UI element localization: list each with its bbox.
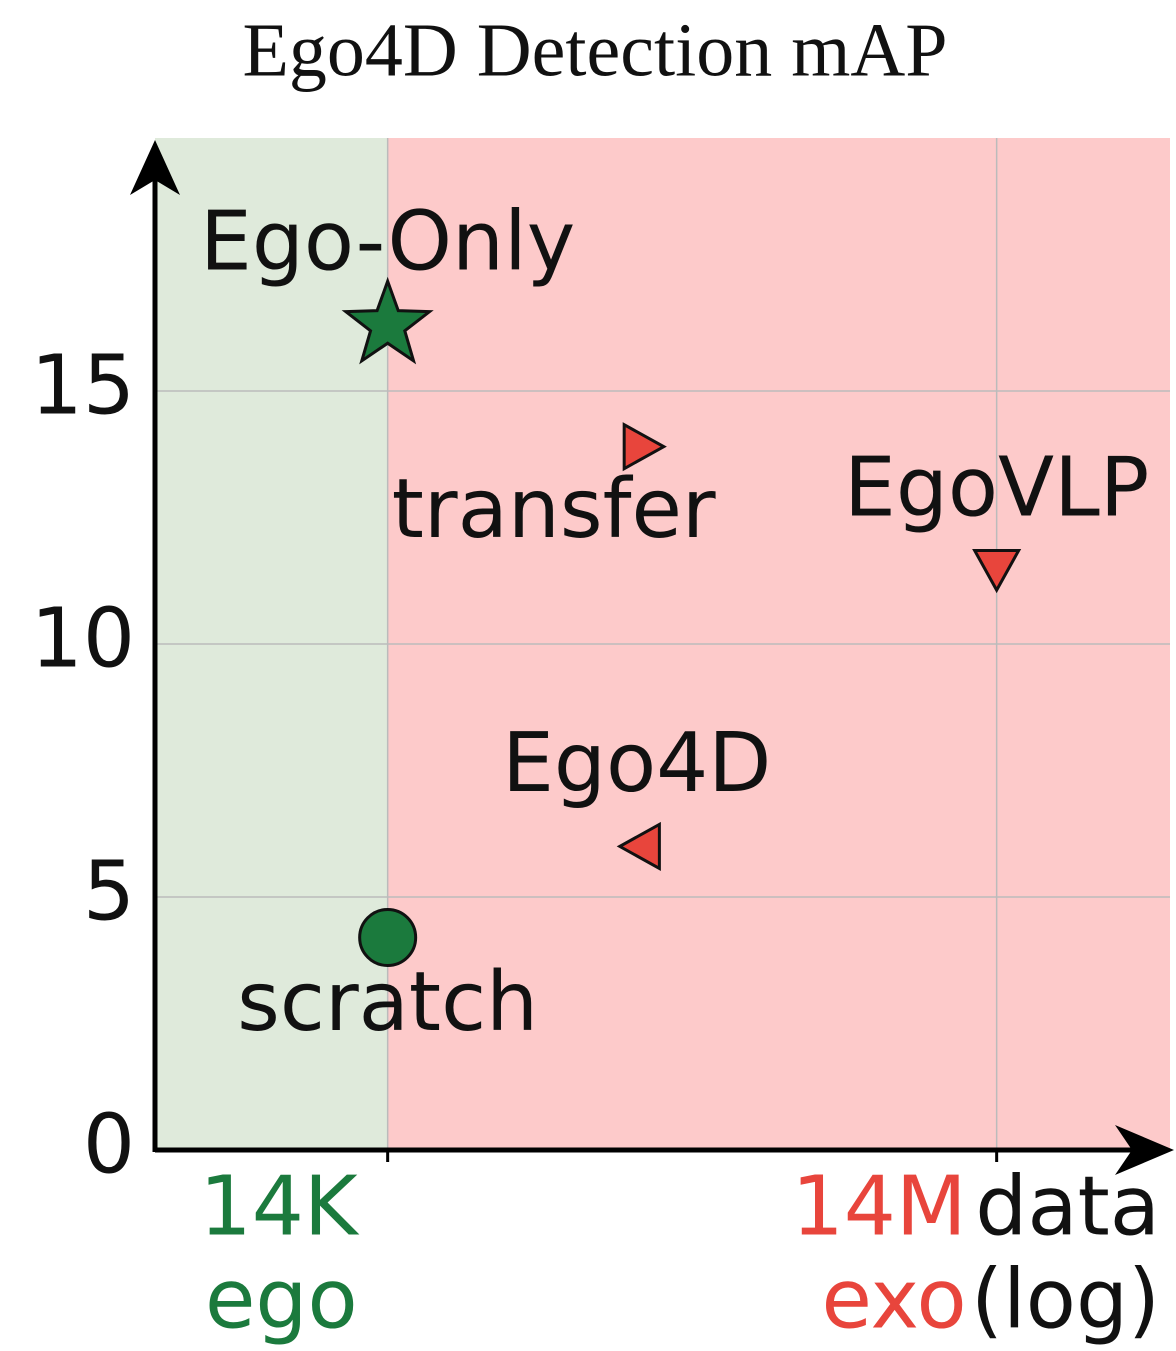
chart-title: Ego4D Detection mAP bbox=[242, 8, 947, 92]
point-label: transfer bbox=[392, 462, 716, 557]
point bbox=[341, 276, 434, 365]
y-tick-label: 10 bbox=[31, 591, 135, 686]
y-tick-label: 5 bbox=[83, 844, 135, 939]
y-tick-label: 15 bbox=[31, 338, 135, 433]
point bbox=[622, 422, 667, 472]
x-tick-label: 14M bbox=[792, 1159, 967, 1254]
x-axis-label: data bbox=[975, 1159, 1160, 1254]
point-label: Ego4D bbox=[502, 716, 771, 811]
y-tick-label: 0 bbox=[83, 1097, 135, 1192]
x-axis-label: (log) bbox=[971, 1252, 1160, 1347]
region-label: ego bbox=[205, 1252, 358, 1347]
x-axis-arrow bbox=[1115, 1125, 1174, 1175]
point bbox=[616, 821, 661, 871]
point bbox=[358, 907, 418, 967]
y-axis-arrow bbox=[130, 140, 180, 195]
point-label: EgoVLP bbox=[844, 441, 1149, 536]
point-label: Ego-Only bbox=[200, 195, 575, 290]
region-label: exo bbox=[821, 1252, 966, 1347]
point-label: scratch bbox=[237, 955, 538, 1050]
x-tick-label: 14K bbox=[200, 1159, 360, 1254]
point bbox=[972, 549, 1022, 594]
marks-layer bbox=[341, 276, 1022, 967]
